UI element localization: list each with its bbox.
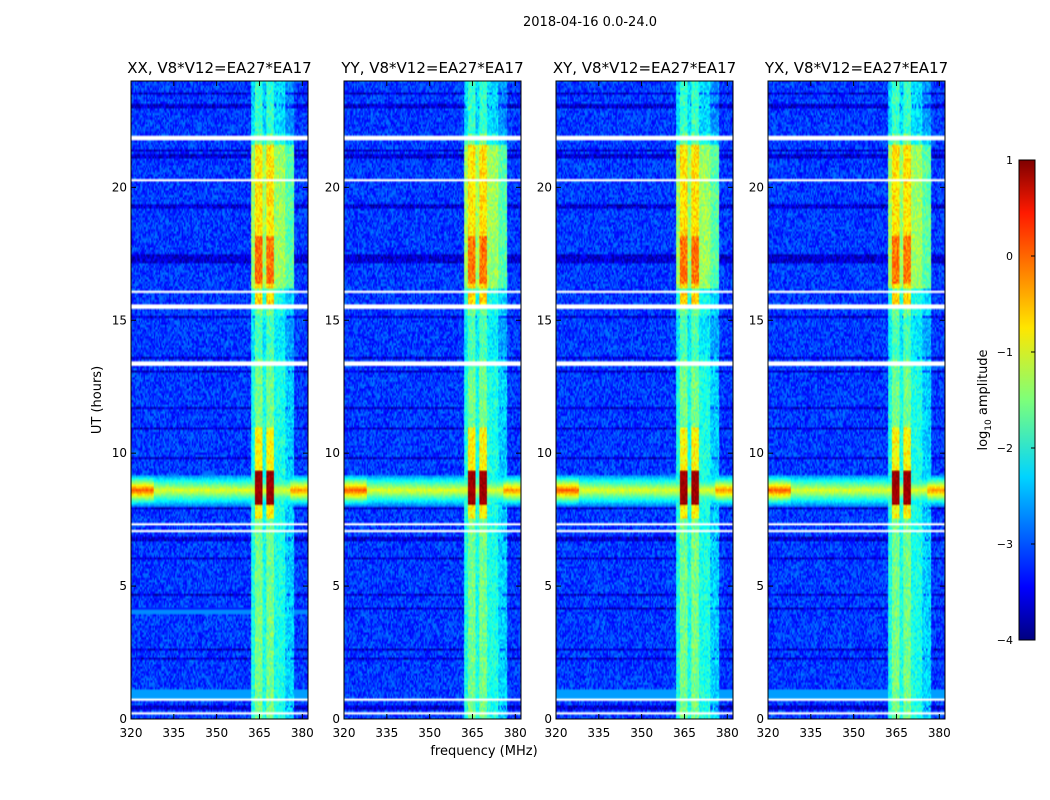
y-tick-label: 20	[112, 180, 127, 194]
panel-title: YX, V8*V12=EA27*EA17	[764, 59, 948, 77]
panel-frame	[343, 80, 522, 720]
panel-2: YY, V8*V12=EA27*EA17 320 335 350 365 380 0 5 10 1…	[325, 59, 527, 740]
y-tick-label: 15	[112, 313, 127, 327]
panel-title: XY, V8*V12=EA27*EA17	[553, 59, 736, 77]
colorbar-tick-label: −3	[997, 538, 1013, 551]
x-tick-label: 365	[461, 726, 484, 740]
panel-3: XY, V8*V12=EA27*EA17 320 335 350 365 380 0 5 10 1…	[537, 59, 739, 740]
colorbar-ticks: 1 0 −1 −2 −3 −4	[997, 154, 1035, 647]
y-tick-label: 20	[749, 180, 764, 194]
heatmap-image	[344, 81, 521, 719]
y-tick-label: 20	[325, 180, 340, 194]
panel-frame	[555, 80, 734, 720]
x-tick-label: 380	[504, 726, 527, 740]
x-tick-label: 320	[120, 726, 143, 740]
x-tick-label: 335	[375, 726, 398, 740]
y-tick-label: 0	[544, 712, 552, 726]
x-tick-label: 365	[673, 726, 696, 740]
colorbar-tick-label: −2	[997, 442, 1013, 455]
x-tick-label: 380	[716, 726, 739, 740]
y-tick-label: 0	[332, 712, 340, 726]
colorbar-label-sub: 10	[984, 419, 994, 431]
x-tick-label: 365	[248, 726, 271, 740]
heatmap-image	[131, 81, 308, 719]
colorbar-tick-label: 0	[1006, 250, 1013, 263]
colorbar: 10−1−2−3−4 log10 amplitude	[976, 154, 1036, 647]
y-tick-label: 0	[756, 712, 764, 726]
heatmap-image	[768, 81, 945, 719]
colorbar-label-prefix: log	[976, 431, 991, 451]
y-tick-label: 5	[544, 579, 552, 593]
y-tick-label: 10	[325, 446, 340, 460]
x-tick-label: 350	[630, 726, 653, 740]
x-tick-label: 335	[162, 726, 185, 740]
y-tick-label: 15	[325, 313, 340, 327]
figure-title: 2018-04-16 0.0-24.0	[523, 15, 657, 30]
colorbar-bar	[1018, 159, 1036, 641]
colorbar-tick-label: 1	[1006, 154, 1013, 167]
x-tick-label: 335	[587, 726, 610, 740]
heatmap-image	[556, 81, 733, 719]
y-tick-label: 5	[756, 579, 764, 593]
colorbar-tick-label: −4	[997, 634, 1013, 647]
y-axis-label: UT (hours)	[90, 366, 105, 434]
y-tick-label: 15	[749, 313, 764, 327]
panel-frame	[130, 80, 309, 720]
x-tick-label: 320	[333, 726, 356, 740]
x-axis-label: frequency (MHz)	[430, 744, 537, 759]
y-tick-label: 15	[537, 313, 552, 327]
x-tick-label: 335	[799, 726, 822, 740]
colorbar-label: log10 amplitude	[976, 349, 994, 450]
colorbar-tick-label: −1	[997, 346, 1013, 359]
x-tick-label: 380	[928, 726, 951, 740]
panel-frame	[767, 80, 946, 720]
x-tick-label: 365	[885, 726, 908, 740]
x-tick-label: 350	[205, 726, 228, 740]
y-tick-label: 10	[112, 446, 127, 460]
panel-1: XX, V8*V12=EA27*EA17 320 335 350 365 380 0 5 10 1…	[112, 59, 314, 740]
panels: XX, V8*V12=EA27*EA17 320 335 350 365 380 0 5 10 1…	[112, 59, 951, 740]
panel-title: YY, V8*V12=EA27*EA17	[340, 59, 523, 77]
y-tick-label: 10	[749, 446, 764, 460]
y-tick-label: 20	[537, 180, 552, 194]
x-tick-label: 380	[291, 726, 314, 740]
panel-4: YX, V8*V12=EA27*EA17 320 335 350 365 380 0 5 10 1…	[749, 59, 951, 740]
x-tick-label: 350	[418, 726, 441, 740]
y-tick-label: 0	[119, 712, 127, 726]
colorbar-label-suffix: amplitude	[976, 349, 991, 419]
x-tick-label: 350	[842, 726, 865, 740]
y-tick-label: 5	[119, 579, 127, 593]
y-tick-label: 5	[332, 579, 340, 593]
y-tick-label: 10	[537, 446, 552, 460]
x-tick-label: 320	[757, 726, 780, 740]
panel-title: XX, V8*V12=EA27*EA17	[127, 59, 311, 77]
x-tick-label: 320	[545, 726, 568, 740]
